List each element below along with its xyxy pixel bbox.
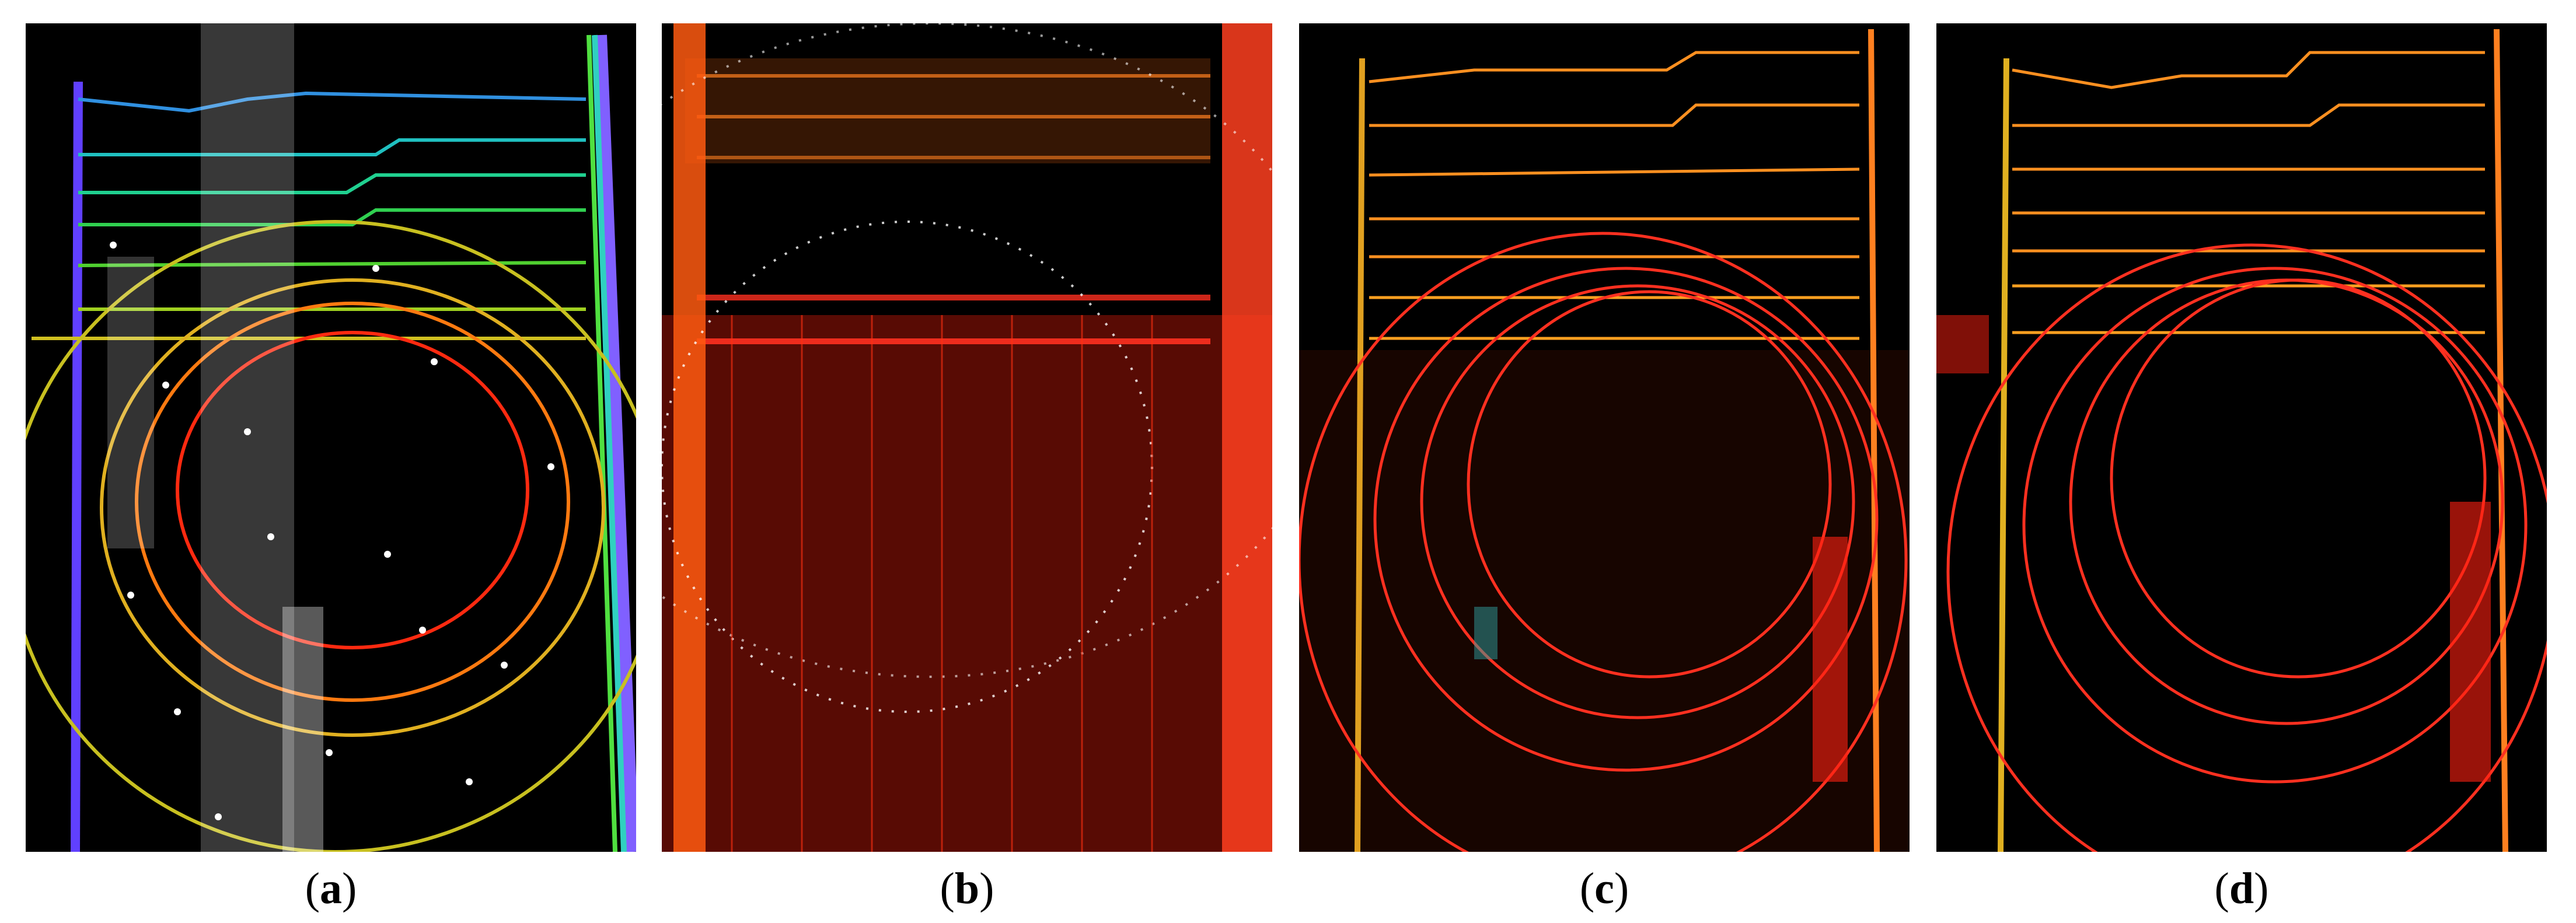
panel-c-image — [1299, 23, 1910, 852]
caption-d: (d) — [2214, 864, 2269, 913]
panel-a-image — [26, 23, 636, 852]
point-cloud-d — [1936, 23, 2547, 852]
panel-d-image — [1936, 23, 2547, 852]
point-cloud-a — [26, 23, 636, 852]
caption-c: (c) — [1579, 864, 1629, 913]
point-cloud-c — [1299, 23, 1910, 852]
caption-a: (a) — [305, 864, 357, 913]
point-cloud-b — [662, 23, 1272, 852]
panel-b-image — [662, 23, 1272, 852]
caption-b: (b) — [940, 864, 994, 913]
